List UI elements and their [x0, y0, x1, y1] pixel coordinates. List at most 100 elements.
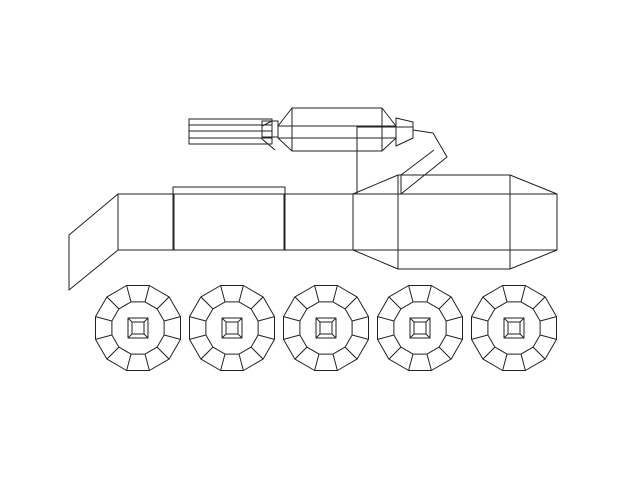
cannon-rear-cap: [395, 117, 414, 147]
hull-center-module: [172, 186, 286, 251]
wheel-hub: [127, 317, 149, 339]
wheel-spoke: [502, 353, 508, 371]
turret-support-inner: [400, 149, 435, 176]
turret-support-arm: [400, 129, 448, 195]
cannon-housing: [277, 107, 397, 152]
wheel-hub-bevel: [503, 317, 509, 323]
wheel-spoke: [408, 285, 414, 303]
wheel-spoke: [539, 334, 557, 340]
wheel-spoke: [426, 353, 432, 371]
wheel-inner-rim: [393, 301, 447, 355]
wheel-hub-bevel: [519, 333, 525, 339]
wheel-spoke: [283, 316, 301, 322]
wheel-hub-bevel: [409, 317, 415, 323]
wheel-hub-inner: [225, 321, 239, 335]
wheel-spoke: [106, 346, 120, 360]
wheel-inner-rim: [487, 301, 541, 355]
wheel-hub-bevel: [331, 333, 337, 339]
wheel-spoke: [200, 346, 214, 360]
wheel-spoke: [532, 346, 546, 360]
wheel-spoke: [438, 346, 452, 360]
wheel-spoke: [539, 316, 557, 322]
wheel-spoke: [388, 346, 402, 360]
wheel-hub-inner: [507, 321, 521, 335]
wheel-spoke: [220, 353, 226, 371]
wheel-spoke: [95, 334, 113, 340]
wheel-spoke: [388, 296, 402, 310]
wheel-hub-bevel: [143, 317, 149, 323]
wheel-hub-bevel: [221, 333, 227, 339]
wheel-hub: [315, 317, 337, 339]
wheel-hub-inner: [131, 321, 145, 335]
wheel-spoke: [238, 285, 244, 303]
wheel-hub-bevel: [127, 317, 133, 323]
wheel-spoke: [520, 285, 526, 303]
wheel-inner-rim: [205, 301, 259, 355]
road-wheel: [377, 285, 463, 371]
turret-mount: [356, 126, 448, 195]
wheel-hub-bevel: [127, 333, 133, 339]
wheel-spoke: [283, 334, 301, 340]
rear-box-outline: [352, 174, 558, 270]
wheel-spoke: [438, 296, 452, 310]
wheel-spoke: [471, 334, 489, 340]
wheel-spoke: [220, 285, 226, 303]
wheel-spoke: [351, 316, 369, 322]
wheel-hub-bevel: [221, 317, 227, 323]
wheel-spoke: [294, 346, 308, 360]
front-armor-plate: [68, 193, 119, 291]
cannon: [188, 107, 414, 152]
wheel-spoke: [238, 353, 244, 371]
wheel-spoke: [257, 334, 275, 340]
cannon-collar-cone: [261, 120, 276, 151]
wheel-spoke: [163, 334, 181, 340]
road-wheel: [189, 285, 275, 371]
wheel-hub-bevel: [237, 333, 243, 339]
wheel-spoke: [257, 316, 275, 322]
wheel-spoke: [200, 296, 214, 310]
wheel-set: [95, 285, 557, 371]
wheel-spoke: [482, 346, 496, 360]
wheel-hub: [409, 317, 431, 339]
wheel-spoke: [332, 353, 338, 371]
road-wheel: [95, 285, 181, 371]
wheel-spoke: [351, 334, 369, 340]
wheel-hub-inner: [413, 321, 427, 335]
tank-hull: [68, 186, 354, 291]
wheel-spoke: [377, 316, 395, 322]
wheel-spoke: [314, 353, 320, 371]
wheel-spoke: [163, 316, 181, 322]
wheel-hub-bevel: [425, 317, 431, 323]
wheel-hub-bevel: [409, 333, 415, 339]
wheel-spoke: [294, 296, 308, 310]
wheel-spoke: [314, 285, 320, 303]
wheel-spoke: [377, 334, 395, 340]
wheel-inner-rim: [299, 301, 353, 355]
wheel-hub-bevel: [425, 333, 431, 339]
road-wheel: [471, 285, 557, 371]
wheel-hub-bevel: [315, 317, 321, 323]
wheel-hub-inner: [319, 321, 333, 335]
wheel-spoke: [126, 285, 132, 303]
wheel-hub-bevel: [237, 317, 243, 323]
turret-mount-frame: [356, 126, 413, 194]
wheel-spoke: [445, 316, 463, 322]
wheel-hub-bevel: [331, 317, 337, 323]
wheel-hub-bevel: [503, 333, 509, 339]
wheel-spoke: [126, 353, 132, 371]
wheel-spoke: [106, 296, 120, 310]
cannon-collar: [261, 120, 279, 138]
wheel-spoke: [250, 296, 264, 310]
wheel-hub: [221, 317, 243, 339]
wheel-spoke: [95, 316, 113, 322]
wheel-hub-bevel: [143, 333, 149, 339]
wheel-spoke: [445, 334, 463, 340]
wheel-spoke: [344, 296, 358, 310]
wheel-inner-rim: [111, 301, 165, 355]
wheel-spoke: [189, 334, 207, 340]
wheel-spoke: [144, 285, 150, 303]
wheel-spoke: [426, 285, 432, 303]
wheel-hub-bevel: [519, 317, 525, 323]
wheel-spoke: [482, 296, 496, 310]
